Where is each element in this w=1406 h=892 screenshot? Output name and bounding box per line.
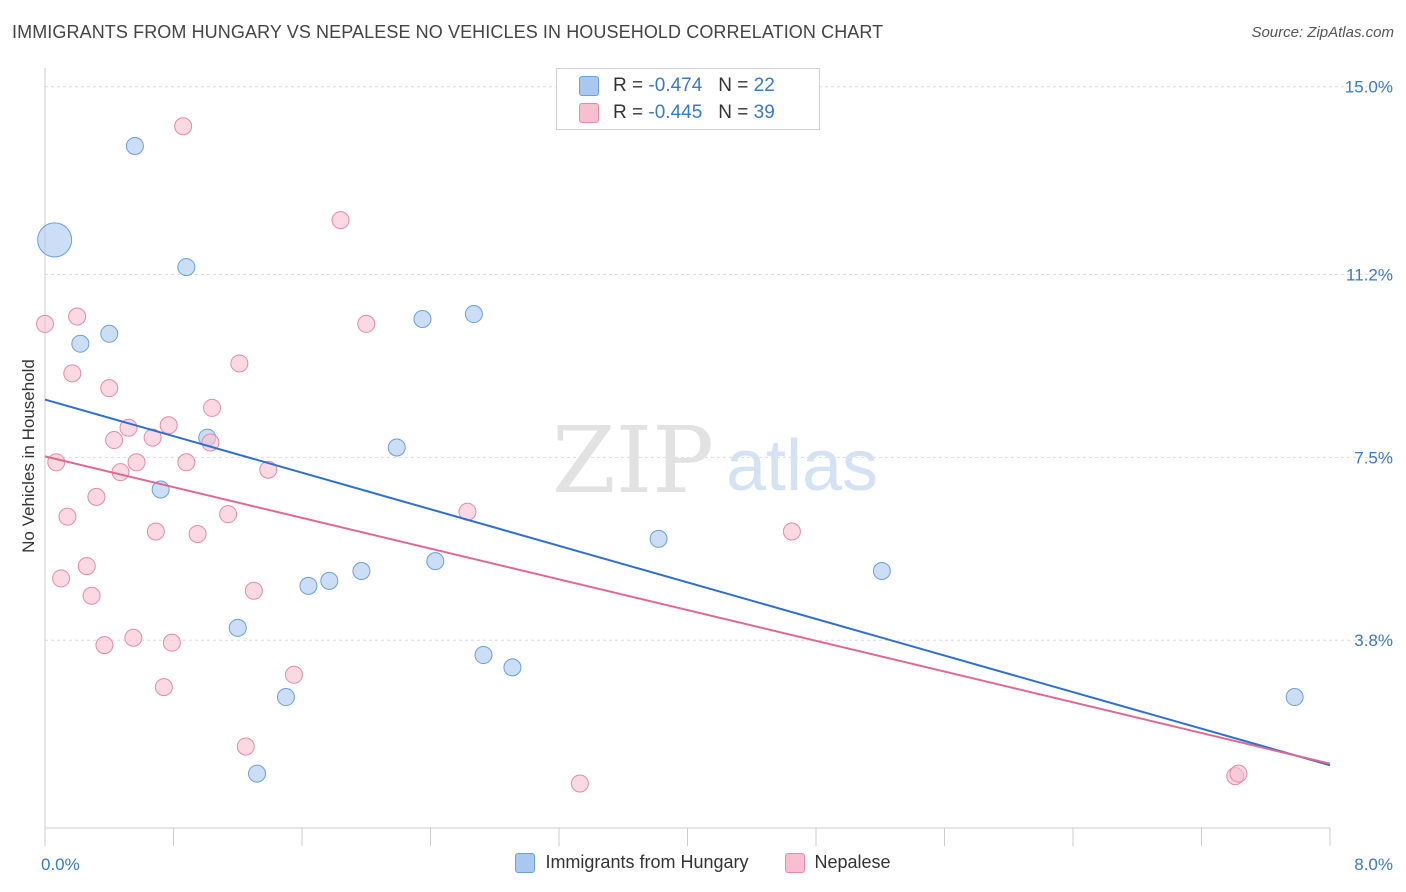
point-hungary: [649, 529, 668, 548]
y-tick-label: 3.8%: [1354, 631, 1393, 650]
point-nepalese: [105, 431, 124, 450]
watermark: ZIP atlas: [552, 407, 878, 514]
point-nepalese: [244, 581, 263, 600]
point-nepalese: [570, 774, 589, 793]
point-nepalese: [82, 586, 101, 605]
correlation-legend: R = -0.474 N = 22 R = -0.445 N = 39: [556, 68, 820, 130]
point-nepalese: [203, 398, 222, 417]
legend-swatch-hungary: [579, 76, 599, 96]
point-nepalese: [230, 354, 249, 373]
r-label: R =: [613, 75, 644, 96]
axes: [44, 68, 1331, 846]
points-layer: [36, 117, 1304, 793]
point-hungary: [71, 334, 90, 353]
point-nepalese: [63, 364, 82, 383]
point-nepalese: [154, 678, 173, 697]
point-nepalese: [47, 453, 66, 472]
legend-row-hungary: R = -0.474 N = 22: [579, 75, 775, 97]
point-hungary: [276, 688, 295, 707]
point-hungary: [37, 222, 73, 258]
legend-swatch-hungary: [515, 852, 536, 873]
n-label: N =: [718, 102, 749, 123]
point-hungary: [1285, 688, 1304, 707]
point-nepalese: [162, 633, 181, 652]
point-nepalese: [119, 418, 138, 437]
point-nepalese: [36, 314, 54, 333]
point-nepalese: [174, 117, 193, 136]
trend-line-hungary: [44, 398, 1331, 767]
point-hungary: [228, 618, 247, 637]
y-tick-label: 11.2%: [1346, 266, 1393, 285]
point-hungary: [248, 764, 267, 783]
legend-item-nepalese[interactable]: Nepalese: [784, 852, 891, 873]
x-tick-label: 0.0%: [41, 855, 80, 874]
point-hungary: [125, 137, 144, 156]
point-nepalese: [127, 453, 146, 472]
point-nepalese: [331, 211, 350, 230]
point-hungary: [474, 646, 493, 665]
point-hungary: [320, 571, 339, 590]
point-nepalese: [236, 737, 255, 756]
r-value: -0.445: [648, 102, 703, 123]
point-hungary: [413, 309, 432, 328]
legend-swatch-nepalese: [579, 103, 599, 123]
point-nepalese: [357, 314, 376, 333]
point-hungary: [177, 258, 196, 277]
point-nepalese: [143, 428, 162, 447]
tick-labels: 3.8% 7.5% 11.2% 15.0% 0.0% 8.0%: [41, 78, 1393, 874]
point-hungary: [299, 576, 318, 595]
chart-title: IMMIGRANTS FROM HUNGARY VS NEPALESE NO V…: [12, 22, 884, 42]
legend-item-hungary[interactable]: Immigrants from Hungary: [515, 852, 749, 873]
point-nepalese: [159, 416, 178, 435]
point-nepalese: [52, 569, 71, 588]
point-nepalese: [201, 433, 220, 452]
point-hungary: [387, 438, 406, 457]
n-label: N =: [718, 75, 749, 96]
trend-lines: [44, 398, 1331, 767]
point-nepalese: [782, 522, 801, 541]
x-tick-label: 8.0%: [1354, 855, 1393, 874]
series-legend: Immigrants from Hungary Nepalese: [0, 852, 1406, 873]
point-hungary: [872, 562, 891, 581]
grid-lines: [45, 86, 1392, 641]
point-hungary: [100, 324, 119, 343]
point-nepalese: [1229, 764, 1248, 783]
y-tick-label: 7.5%: [1354, 448, 1393, 467]
point-nepalese: [77, 557, 96, 576]
watermark-zip: ZIP: [552, 407, 714, 514]
n-value: 22: [753, 75, 775, 96]
source-label: Source: ZipAtlas.com: [1251, 24, 1394, 41]
point-nepalese: [259, 460, 278, 479]
y-tick-label: 15.0%: [1345, 78, 1393, 97]
point-nepalese: [58, 507, 77, 526]
point-nepalese: [68, 307, 87, 326]
point-hungary: [352, 562, 371, 581]
point-nepalese: [284, 665, 303, 684]
point-nepalese: [177, 453, 196, 472]
point-nepalese: [219, 505, 238, 524]
legend-swatch-nepalese: [784, 852, 805, 873]
trend-line-nepalese: [44, 455, 1331, 765]
legend-label-hungary: Immigrants from Hungary: [545, 852, 749, 872]
y-axis-label: No Vehicles in Household: [19, 359, 38, 553]
point-nepalese: [95, 636, 114, 655]
point-nepalese: [100, 379, 119, 398]
point-nepalese: [146, 522, 165, 541]
point-nepalese: [124, 628, 143, 647]
point-hungary: [503, 658, 522, 677]
legend-label-nepalese: Nepalese: [814, 852, 891, 872]
point-nepalese: [87, 487, 106, 506]
n-value: 39: [753, 102, 775, 123]
point-nepalese: [188, 524, 207, 543]
point-hungary: [426, 552, 445, 571]
legend-row-nepalese: R = -0.445 N = 39: [579, 102, 775, 124]
point-hungary: [464, 305, 483, 324]
r-value: -0.474: [648, 75, 703, 96]
watermark-atlas: atlas: [726, 426, 878, 506]
r-label: R =: [613, 102, 644, 123]
